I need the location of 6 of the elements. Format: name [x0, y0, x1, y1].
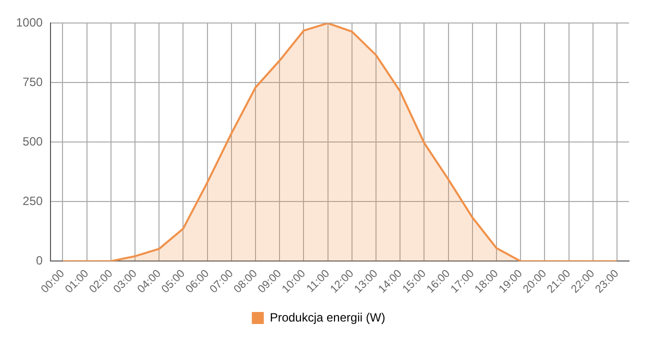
y-tick-label: 250: [22, 194, 44, 208]
y-tick-label: 1000: [16, 16, 44, 30]
y-tick-label: 500: [22, 134, 44, 149]
y-tick-label: 0: [36, 254, 44, 268]
y-tick-label: 750: [22, 75, 44, 90]
legend-label: Produkcja energii (W): [270, 310, 386, 324]
